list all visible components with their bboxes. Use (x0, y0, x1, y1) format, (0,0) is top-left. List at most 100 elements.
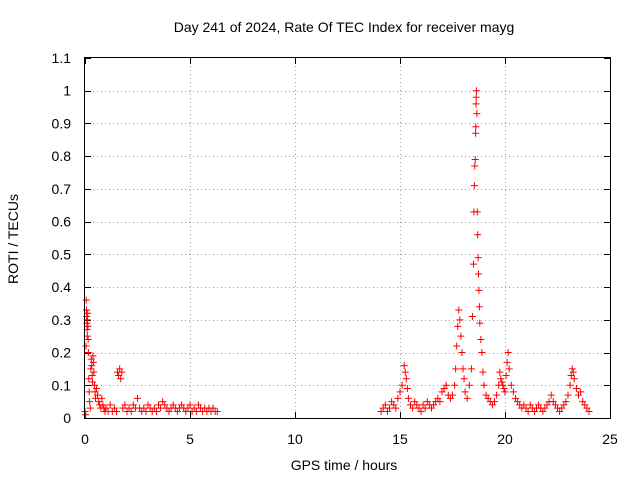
data-point (89, 378, 97, 386)
y-tick-labels: 0 0.1 0.2 0.3 0.4 0.5 0.6 0.7 0.8 0.9 1 1.1 (52, 50, 72, 426)
data-point (117, 375, 125, 383)
data-point (421, 404, 429, 412)
data-point (493, 391, 501, 399)
data-point (404, 394, 412, 402)
data-point (459, 365, 467, 373)
x-tick-label: 25 (602, 431, 618, 447)
plot-frame (84, 57, 611, 419)
chart-title: Day 241 of 2024, Rate Of TEC Index for r… (174, 19, 515, 35)
data-point (470, 260, 477, 268)
data-point (479, 368, 487, 376)
y-tick-label: 0.3 (52, 312, 72, 328)
data-point (118, 368, 126, 376)
data-point (113, 407, 120, 415)
data-point (381, 401, 389, 409)
y-tick-label: 0.5 (52, 246, 72, 262)
data-point (568, 365, 576, 373)
y-tick-label: 0.8 (52, 148, 72, 164)
data-point (186, 401, 194, 409)
data-point (498, 378, 506, 386)
data-point (463, 394, 471, 402)
x-tick-label: 10 (287, 431, 303, 447)
data-point (468, 313, 476, 321)
data-point (465, 381, 473, 389)
data-point (455, 306, 463, 314)
data-point (569, 368, 577, 376)
data-point (93, 385, 101, 393)
data-point (82, 296, 90, 304)
data-point (472, 123, 480, 131)
data-point (524, 407, 532, 415)
data-point (392, 404, 400, 412)
data-point (475, 270, 483, 278)
data-point (85, 388, 93, 396)
data-point (402, 375, 410, 383)
data-point (474, 254, 482, 262)
data-point (90, 368, 98, 376)
data-point (572, 385, 580, 393)
data-point (577, 388, 585, 396)
data-point (454, 322, 462, 330)
data-point (121, 401, 129, 409)
data-point (570, 375, 578, 383)
data-point (449, 391, 456, 399)
x-tick-labels: 0 5 10 15 20 25 (81, 431, 618, 447)
y-tick-label: 0.9 (52, 115, 72, 131)
data-point (85, 375, 93, 383)
y-tick-label: 1 (63, 83, 71, 99)
data-point (403, 385, 411, 393)
data-point (509, 388, 517, 396)
data-point (480, 381, 488, 389)
data-point (476, 319, 484, 327)
y-tick-label: 0.7 (52, 181, 72, 197)
data-point (106, 401, 114, 409)
data-point (436, 398, 444, 406)
y-tick-label: 0.2 (52, 345, 72, 361)
axis-ticks (85, 58, 611, 419)
data-point (192, 407, 200, 415)
data-point (478, 349, 486, 357)
data-point (398, 381, 406, 389)
x-tick-label: 15 (392, 431, 408, 447)
y-tick-label: 0 (63, 410, 71, 426)
data-point (461, 388, 469, 396)
data-point (142, 407, 150, 415)
data-point (473, 110, 481, 118)
data-points (81, 87, 593, 419)
data-point (504, 349, 512, 357)
grid-lines (85, 58, 610, 418)
data-point (460, 375, 468, 383)
data-point (500, 385, 508, 393)
data-point (472, 87, 480, 95)
data-point (88, 371, 96, 379)
x-tick-label: 0 (81, 431, 89, 447)
data-point (84, 349, 92, 357)
data-point (84, 316, 92, 324)
x-axis-label: GPS time / hours (291, 457, 398, 473)
data-point (417, 407, 425, 415)
data-point (501, 388, 509, 396)
data-point (152, 407, 160, 415)
data-point (84, 322, 92, 330)
data-point (442, 381, 450, 389)
y-tick-label: 0.1 (52, 377, 72, 393)
data-point (456, 316, 464, 324)
data-point (89, 352, 97, 360)
data-point (564, 391, 572, 399)
data-point (477, 335, 485, 343)
data-point (98, 394, 106, 402)
data-point (496, 368, 504, 376)
data-point (88, 362, 96, 370)
data-point (453, 342, 461, 350)
data-point (499, 381, 507, 389)
data-point (471, 162, 479, 170)
data-point (86, 398, 94, 406)
data-point (467, 365, 475, 373)
data-point (562, 398, 570, 406)
data-point (82, 411, 90, 419)
data-point (127, 407, 135, 415)
data-point (134, 394, 141, 402)
data-point (89, 358, 97, 366)
data-point (451, 381, 459, 389)
